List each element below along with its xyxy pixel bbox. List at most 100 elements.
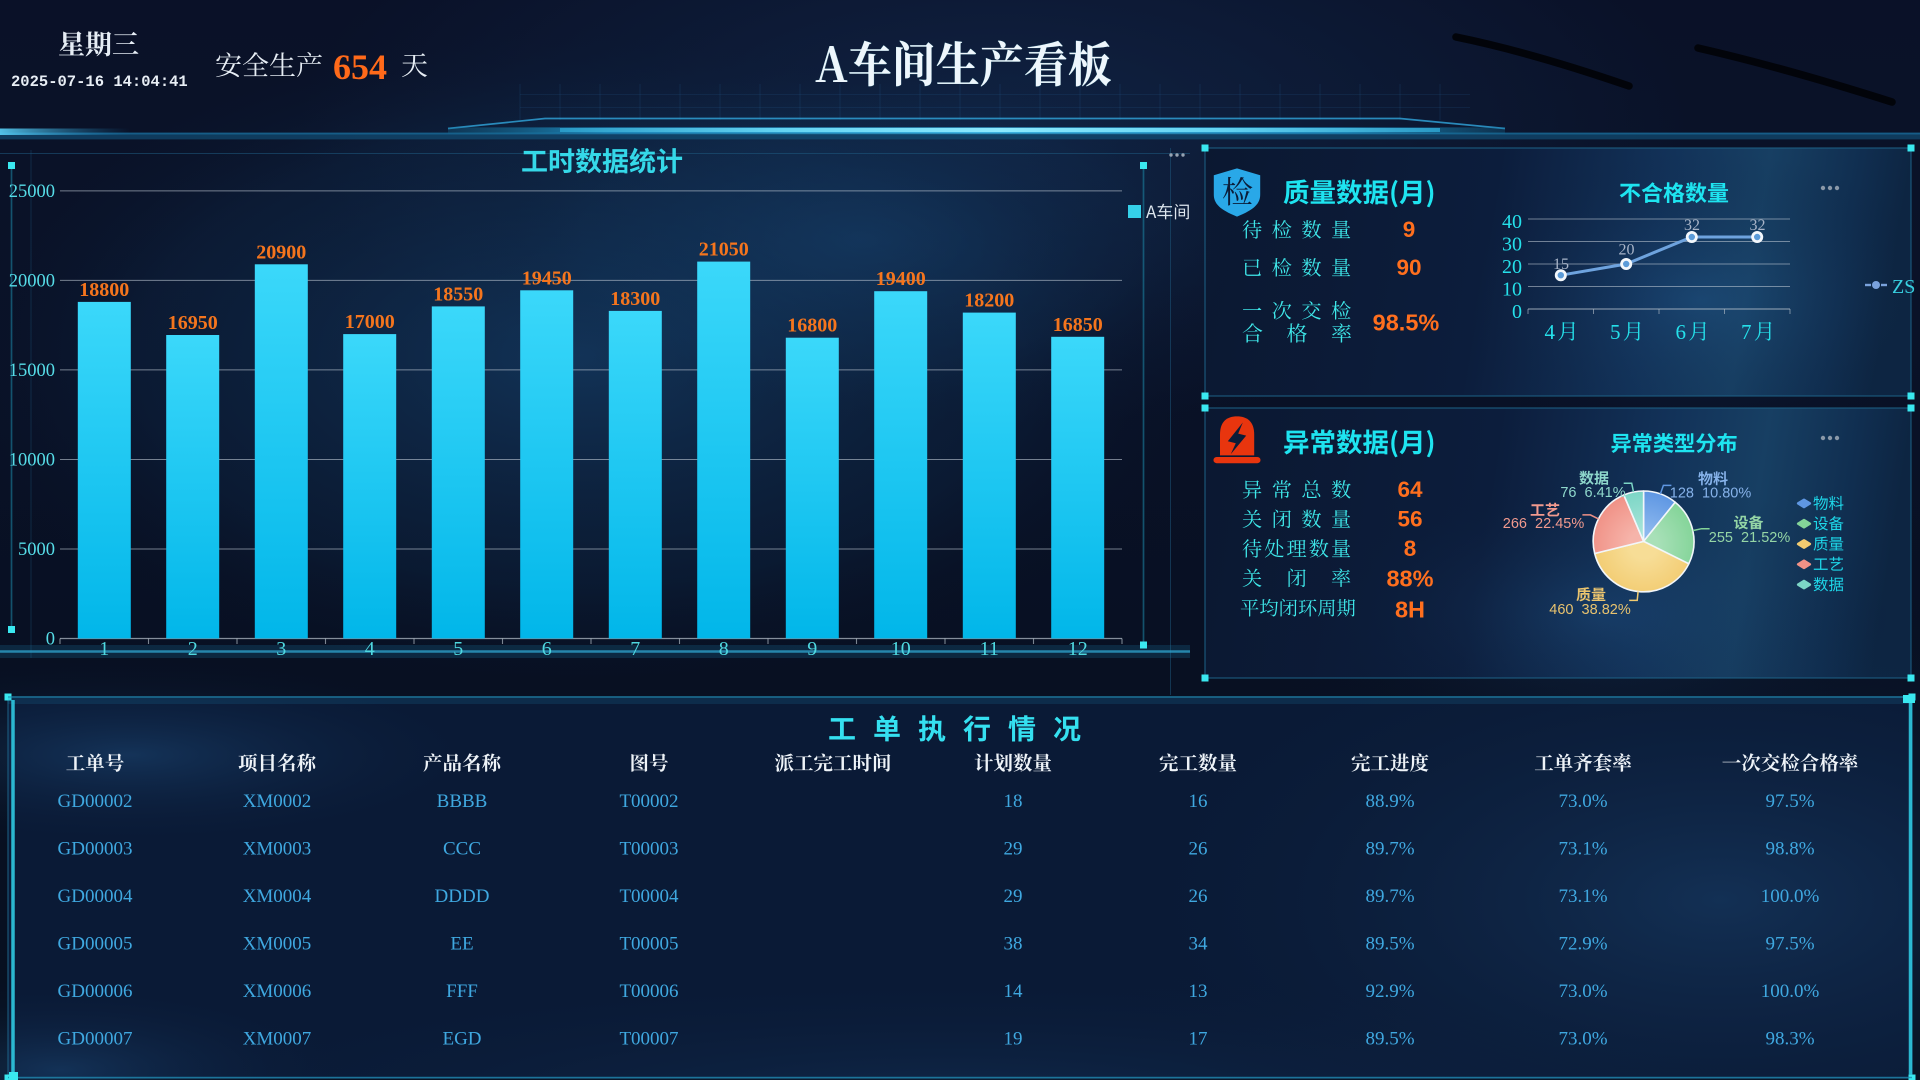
- svg-text:GD00007: GD00007: [58, 1029, 133, 1050]
- svg-text:266 22.45%: 266 22.45%: [1503, 516, 1585, 532]
- svg-text:10000: 10000: [9, 450, 55, 470]
- svg-text:18300: 18300: [610, 288, 660, 310]
- svg-text:T00004: T00004: [619, 886, 679, 907]
- svg-text:73.0%: 73.0%: [1558, 791, 1607, 812]
- svg-text:19: 19: [1004, 1029, 1023, 1050]
- svg-text:25000: 25000: [9, 182, 55, 202]
- svg-text:8: 8: [719, 638, 729, 660]
- svg-text:88.9%: 88.9%: [1365, 791, 1414, 812]
- svg-text:GD00005: GD00005: [58, 934, 133, 955]
- svg-text:T00007: T00007: [619, 1029, 678, 1050]
- svg-text:73.0%: 73.0%: [1558, 1029, 1607, 1050]
- svg-text:16850: 16850: [1053, 314, 1103, 336]
- svg-text:CCC: CCC: [443, 839, 481, 860]
- svg-text:18800: 18800: [79, 279, 129, 301]
- svg-text:18550: 18550: [433, 283, 483, 305]
- svg-text:12: 12: [1068, 638, 1088, 660]
- svg-text:5: 5: [1610, 320, 1621, 344]
- svg-text:T00005: T00005: [619, 934, 678, 955]
- svg-text:16: 16: [1189, 791, 1208, 812]
- svg-text:16800: 16800: [787, 315, 837, 337]
- svg-text:18: 18: [1004, 791, 1023, 812]
- svg-text:32: 32: [1684, 217, 1700, 234]
- svg-text:6: 6: [1676, 320, 1687, 344]
- svg-text:19400: 19400: [876, 268, 926, 290]
- svg-text:654: 654: [333, 47, 387, 87]
- svg-text:5000: 5000: [18, 540, 55, 560]
- svg-text:XM0004: XM0004: [243, 886, 312, 907]
- svg-text:15000: 15000: [9, 361, 55, 381]
- svg-text:BBBB: BBBB: [437, 791, 488, 812]
- svg-text:7: 7: [630, 638, 640, 660]
- svg-text:9: 9: [807, 638, 817, 660]
- svg-text:15: 15: [1553, 256, 1569, 273]
- svg-text:76 6.41%: 76 6.41%: [1560, 485, 1625, 501]
- svg-text:GD00004: GD00004: [58, 886, 133, 907]
- svg-text:0: 0: [46, 630, 55, 650]
- svg-text:XM0003: XM0003: [243, 839, 312, 860]
- svg-text:5: 5: [453, 638, 463, 660]
- svg-text:97.5%: 97.5%: [1765, 934, 1814, 955]
- svg-text:34: 34: [1189, 934, 1209, 955]
- svg-text:17: 17: [1189, 1029, 1208, 1050]
- svg-text:20900: 20900: [256, 241, 306, 263]
- svg-text:8: 8: [1404, 536, 1417, 561]
- svg-text:ZS: ZS: [1892, 276, 1915, 298]
- svg-text:2025-07-16 14:04:41: 2025-07-16 14:04:41: [11, 73, 188, 91]
- svg-text:8H: 8H: [1395, 597, 1425, 623]
- svg-text:89.5%: 89.5%: [1365, 1029, 1414, 1050]
- svg-text:64: 64: [1397, 477, 1423, 502]
- svg-text:20000: 20000: [9, 271, 55, 291]
- svg-text:92.9%: 92.9%: [1365, 981, 1414, 1002]
- svg-text:XM0002: XM0002: [243, 791, 312, 812]
- svg-text:2: 2: [188, 638, 198, 660]
- svg-text:19450: 19450: [522, 267, 572, 289]
- svg-text:21050: 21050: [699, 239, 749, 261]
- svg-text:73.1%: 73.1%: [1558, 839, 1607, 860]
- svg-text:255 21.52%: 255 21.52%: [1709, 530, 1791, 546]
- svg-text:0: 0: [1512, 301, 1522, 323]
- svg-text:FFF: FFF: [446, 981, 478, 1002]
- svg-text:89.7%: 89.7%: [1365, 839, 1414, 860]
- svg-text:16950: 16950: [168, 312, 218, 334]
- svg-text:100.0%: 100.0%: [1761, 886, 1820, 907]
- svg-text:T00006: T00006: [619, 981, 678, 1002]
- svg-text:EGD: EGD: [442, 1029, 481, 1050]
- svg-text:73.0%: 73.0%: [1558, 981, 1607, 1002]
- svg-text:72.9%: 72.9%: [1558, 934, 1607, 955]
- svg-text:29: 29: [1004, 886, 1023, 907]
- svg-text:13: 13: [1189, 981, 1208, 1002]
- svg-text:XM0007: XM0007: [243, 1029, 312, 1050]
- svg-text:T00002: T00002: [619, 791, 678, 812]
- svg-text:100.0%: 100.0%: [1761, 981, 1820, 1002]
- svg-text:4: 4: [365, 638, 375, 660]
- svg-text:GD00006: GD00006: [58, 981, 133, 1002]
- svg-text:40: 40: [1502, 211, 1522, 233]
- svg-text:XM0005: XM0005: [243, 934, 312, 955]
- svg-text:73.1%: 73.1%: [1558, 886, 1607, 907]
- svg-text:26: 26: [1189, 839, 1208, 860]
- svg-text:90: 90: [1396, 255, 1421, 280]
- svg-text:128 10.80%: 128 10.80%: [1670, 486, 1752, 502]
- svg-text:20: 20: [1619, 242, 1635, 259]
- svg-text:GD00003: GD00003: [58, 839, 133, 860]
- svg-text:20: 20: [1502, 256, 1522, 278]
- svg-text:29: 29: [1004, 839, 1023, 860]
- svg-text:56: 56: [1397, 507, 1422, 532]
- svg-text:6: 6: [542, 638, 552, 660]
- svg-text:98.8%: 98.8%: [1765, 839, 1814, 860]
- svg-text:DDDD: DDDD: [435, 886, 490, 907]
- svg-text:89.7%: 89.7%: [1365, 886, 1414, 907]
- svg-text:4: 4: [1545, 320, 1556, 344]
- svg-text:XM0006: XM0006: [243, 981, 312, 1002]
- svg-text:89.5%: 89.5%: [1365, 934, 1414, 955]
- svg-text:11: 11: [980, 638, 999, 660]
- svg-text:97.5%: 97.5%: [1765, 791, 1814, 812]
- svg-text:32: 32: [1750, 217, 1766, 234]
- svg-text:460 38.82%: 460 38.82%: [1549, 602, 1631, 618]
- svg-text:GD00002: GD00002: [58, 791, 133, 812]
- svg-text:T00003: T00003: [619, 839, 678, 860]
- svg-text:30: 30: [1502, 234, 1522, 256]
- svg-text:88%: 88%: [1386, 566, 1433, 592]
- svg-text:10: 10: [891, 638, 911, 660]
